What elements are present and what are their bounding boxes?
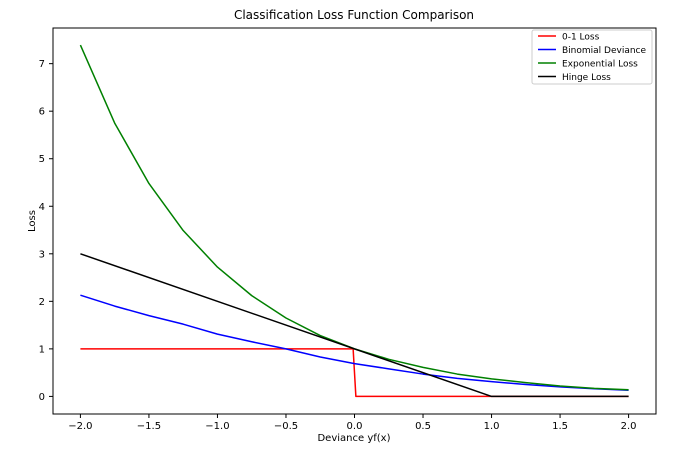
x-tick-label: 2.0 xyxy=(621,421,637,432)
y-tick-label: 1 xyxy=(39,344,45,355)
legend-items: 0-1 Loss Binomial Deviance Exponential Los… xyxy=(538,33,646,83)
y-tick-label: 5 xyxy=(39,154,45,165)
x-tick-label: 0.5 xyxy=(415,421,431,432)
x-axis-label: Deviance yf(x) xyxy=(317,433,390,444)
y-tick-label: 7 xyxy=(39,59,45,70)
plot-area xyxy=(79,44,629,398)
series-line-hinge-loss xyxy=(80,253,629,398)
x-tick-label: −0.5 xyxy=(274,421,298,432)
x-tick-label: 1.0 xyxy=(484,421,500,432)
y-tick-label: 0 xyxy=(39,392,45,403)
x-tick-label: 1.5 xyxy=(552,421,568,432)
legend: 0-1 Loss Binomial Deviance Exponential Los… xyxy=(531,29,653,85)
x-tick-label: −2.0 xyxy=(68,421,92,432)
y-axis-ticks: 0 1 2 3 4 5 6 7 xyxy=(39,59,53,403)
y-axis-label: Loss xyxy=(27,210,38,232)
series-line-binomial-deviance xyxy=(80,294,629,391)
legend-label: Hinge Loss xyxy=(562,73,611,83)
x-tick-label: −1.5 xyxy=(137,421,161,432)
x-tick-label: −1.0 xyxy=(205,421,229,432)
x-tick-label: 0.0 xyxy=(347,421,363,432)
series-lines xyxy=(79,44,629,398)
y-tick-label: 3 xyxy=(39,249,45,260)
legend-label: Exponential Loss xyxy=(562,60,638,70)
y-tick-label: 2 xyxy=(39,297,45,308)
y-tick-label: 6 xyxy=(39,107,45,118)
legend-label: 0-1 Loss xyxy=(562,33,600,43)
y-tick-label: 4 xyxy=(39,202,45,213)
chart-title: Classification Loss Function Comparison xyxy=(234,8,474,22)
legend-box xyxy=(531,29,653,85)
legend-label: Binomial Deviance xyxy=(562,46,646,56)
x-axis-ticks: −2.0 −1.5 −1.0 −0.5 0.0 0.5 1.0 1.5 2.0 xyxy=(68,414,637,432)
